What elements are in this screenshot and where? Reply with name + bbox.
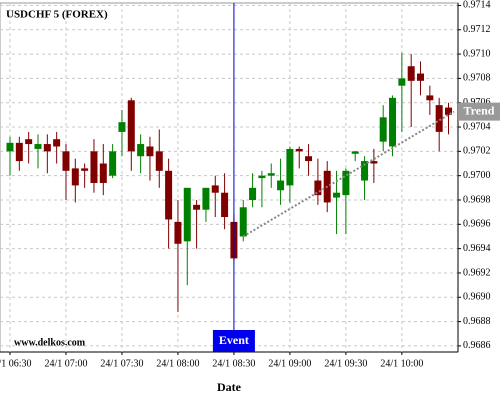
y-tick-label: 0.9690 [463, 292, 491, 303]
x-tick-label: 24/1 08:30 [212, 358, 255, 369]
watermark: www.delkos.com [14, 337, 86, 348]
candle-body [25, 139, 33, 145]
candle-body [155, 151, 163, 171]
candle-body [221, 192, 229, 218]
candle-body [146, 146, 154, 157]
candle-body [62, 151, 70, 171]
candle-body [118, 122, 126, 132]
y-tick-label: 0.9698 [463, 194, 491, 205]
x-tick-label: 24/1 08:00 [156, 358, 199, 369]
candle-body [267, 173, 275, 176]
candle-body [295, 148, 303, 152]
candle-body [174, 221, 182, 244]
event-label: Event [219, 333, 249, 347]
candle-body [137, 144, 145, 157]
y-tick-label: 0.9686 [463, 340, 491, 351]
y-tick-label: 0.9692 [463, 267, 491, 278]
event-box [212, 330, 255, 352]
candle-body [305, 156, 313, 162]
y-tick-label: 0.9688 [463, 316, 491, 327]
y-tick-label: 0.9696 [463, 219, 491, 230]
candle-body [99, 163, 107, 183]
y-tick-label: 0.9712 [463, 24, 491, 35]
candle-body [239, 207, 247, 237]
candle-body [6, 142, 14, 152]
candle-body [389, 97, 397, 147]
chart-title: USDCHF 5 (FOREX) [6, 9, 108, 21]
candle-body [202, 187, 210, 210]
candle-body [165, 170, 173, 220]
candle-body [43, 144, 51, 152]
candle-body [258, 175, 266, 179]
candle-body [333, 192, 341, 198]
y-tick-label: 0.9694 [463, 243, 491, 254]
candle-body [53, 139, 61, 147]
x-tick-label: 24/1 06:30 [0, 358, 32, 369]
candle-body [417, 73, 425, 81]
candle-body [342, 170, 350, 196]
trend-label: Trend [464, 103, 495, 117]
candle-body [90, 151, 98, 183]
candle-body [435, 105, 443, 132]
candle-body [361, 161, 369, 181]
candle-body [34, 144, 42, 149]
candle-body [193, 204, 201, 210]
x-tick-label: 24/1 09:00 [268, 358, 311, 369]
candle-body [426, 95, 434, 101]
candle-body [277, 180, 285, 191]
candle-body [398, 78, 406, 86]
y-tick-label: 0.9708 [463, 73, 491, 84]
candle-body [249, 187, 257, 200]
candle-body [71, 168, 79, 186]
candle-body [351, 151, 359, 154]
candle-body [81, 168, 89, 171]
candle-body [211, 185, 219, 193]
candle-body [407, 66, 415, 81]
y-tick-label: 0.9704 [463, 121, 491, 132]
y-tick-label: 0.9702 [463, 146, 491, 157]
candle-body [370, 161, 378, 164]
y-tick-label: 0.9710 [463, 48, 491, 59]
plot-area [0, 2, 459, 353]
candle-body [15, 142, 23, 162]
x-tick-label: 24/1 07:00 [44, 358, 87, 369]
trend-line [242, 110, 455, 238]
y-tick-label: 0.9714 [463, 0, 491, 11]
candle-body [314, 180, 322, 196]
candle-body [127, 100, 135, 152]
candle-body [183, 187, 191, 242]
x-tick-label: 24/1 09:30 [324, 358, 367, 369]
candle-body [445, 107, 453, 115]
x-tick-label: 24/1 10:00 [380, 358, 423, 369]
x-tick-label: 24/1 07:30 [100, 358, 143, 369]
y-tick-label: 0.9700 [463, 170, 491, 181]
y-tick-label: 0.9706 [463, 97, 491, 108]
candle-body [379, 117, 387, 142]
candle-body [286, 148, 294, 186]
candle-body [109, 151, 117, 176]
trend-box [458, 102, 500, 121]
x-axis-label: Date [217, 380, 242, 394]
